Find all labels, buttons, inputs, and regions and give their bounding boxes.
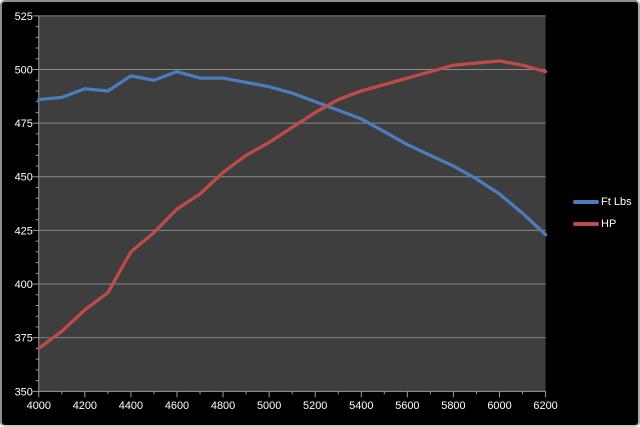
x-axis-label: 6000 xyxy=(487,400,511,412)
legend-line-swatch xyxy=(573,200,599,204)
x-axis-label: 4400 xyxy=(119,400,143,412)
x-axis-label: 5800 xyxy=(441,400,465,412)
y-axis-label: 450 xyxy=(15,172,33,184)
legend-label: Ft Lbs xyxy=(601,196,632,208)
x-axis-label: 4000 xyxy=(27,400,51,412)
x-axis-label: 5000 xyxy=(257,400,281,412)
x-axis-label: 5200 xyxy=(303,400,327,412)
y-axis-label: 500 xyxy=(15,64,33,76)
x-axis-label: 4200 xyxy=(73,400,97,412)
plot-area xyxy=(38,15,546,392)
y-axis-label: 375 xyxy=(15,333,33,345)
chart-legend: Ft Lbs HP xyxy=(573,191,632,235)
y-axis-label: 400 xyxy=(15,279,33,291)
legend-item-hp: HP xyxy=(573,213,632,235)
y-axis-label: 350 xyxy=(15,386,33,398)
x-axis-label: 4800 xyxy=(211,400,235,412)
legend-line-swatch xyxy=(573,222,599,226)
y-axis-label: 425 xyxy=(15,225,33,237)
x-axis-label: 5400 xyxy=(349,400,373,412)
x-axis-label: 6200 xyxy=(533,400,557,412)
x-axis-label: 4600 xyxy=(165,400,189,412)
legend-item-ft-lbs: Ft Lbs xyxy=(573,191,632,213)
x-axis-label: 5600 xyxy=(395,400,419,412)
series-line-hp xyxy=(37,59,548,351)
y-axis-label: 475 xyxy=(15,118,33,130)
series-line-ft-lbs xyxy=(37,70,548,237)
legend-label: HP xyxy=(601,218,617,230)
y-axis-label: 525 xyxy=(15,11,33,23)
